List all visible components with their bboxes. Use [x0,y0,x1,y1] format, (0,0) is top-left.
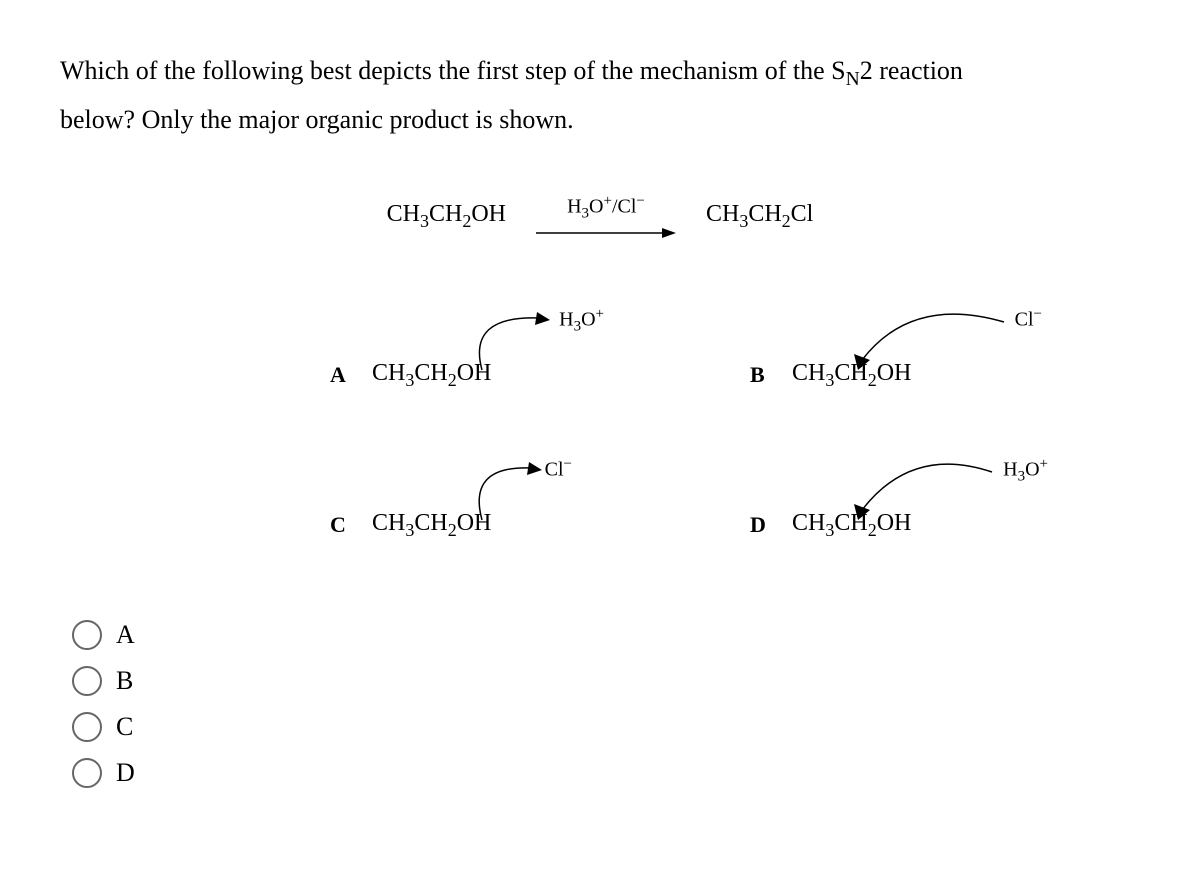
f: CH [834,360,867,386]
choice-a: A H3O+ CH3CH2OH [330,300,670,390]
choice-a-substrate: CH3CH2OH [372,360,491,391]
question-stem: Which of the following best depicts the … [60,48,1140,143]
radio-icon[interactable] [72,666,102,696]
product-formula: CH3CH2Cl [706,201,813,232]
answer-label: C [116,712,133,742]
f: 2 [462,211,471,231]
choice-c-target: Cl− [545,456,572,482]
question-text-1b: 2 reaction [860,56,963,85]
f: CH [792,510,825,536]
f: CH [414,360,447,386]
question-text-1: Which of the following best depicts the … [60,56,846,85]
f: Cl [791,201,814,227]
reaction-arrow-icon [536,226,676,240]
answer-label: B [116,666,133,696]
choice-d: D H3O+ CH3CH2OH [750,450,1090,540]
choice-d-substrate: CH3CH2OH [792,510,911,541]
f: Cl [618,195,637,217]
answer-label: A [116,620,135,650]
f: 2 [448,519,457,539]
reactant-formula: CH3CH2OH [387,201,506,232]
f: OH [457,510,492,536]
choice-c-label: C [330,512,354,540]
f: CH [414,510,447,536]
sn2-sub: N [846,69,860,90]
f: OH [877,510,912,536]
answer-option-b[interactable]: B [72,666,1140,696]
reaction-scheme: CH3CH2OH H3O+/Cl− CH3CH2Cl [60,193,1140,241]
f: 3 [825,519,834,539]
f: 3 [420,211,429,231]
f: 3 [405,519,414,539]
choice-c: C Cl− CH3CH2OH [330,450,670,540]
f: CH [748,201,781,227]
f: 2 [868,369,877,389]
choice-b-label: B [750,362,774,390]
f: CH [834,510,867,536]
f: + [603,193,611,209]
question-text-2: below? Only the major organic product is… [60,105,574,134]
answer-option-c[interactable]: C [72,712,1140,742]
choice-d-label: D [750,512,774,540]
f: − [636,193,644,209]
answer-option-a[interactable]: A [72,620,1140,650]
radio-icon[interactable] [72,758,102,788]
f: CH [792,360,825,386]
f: 3 [405,369,414,389]
choice-a-label: A [330,362,354,390]
choice-b: B Cl− CH3CH2OH [750,300,1090,390]
f: CH [706,201,739,227]
choice-b-diagram: Cl− CH3CH2OH [792,300,1052,390]
answer-label: D [116,758,135,788]
answer-option-d[interactable]: D [72,758,1140,788]
radio-icon[interactable] [72,712,102,742]
f: OH [471,201,506,227]
f: 3 [582,205,590,221]
f: OH [457,360,492,386]
choice-b-substrate: CH3CH2OH [792,360,911,391]
f: O [589,195,603,217]
f: 3 [739,211,748,231]
f: H [567,195,581,217]
choice-b-target: Cl− [1015,306,1042,332]
radio-icon[interactable] [72,620,102,650]
f: CH [429,201,462,227]
f: CH [387,201,420,227]
f: CH [372,510,405,536]
choice-a-diagram: H3O+ CH3CH2OH [372,300,632,390]
choice-c-substrate: CH3CH2OH [372,510,491,541]
f: 2 [868,519,877,539]
f: 3 [825,369,834,389]
mechanism-choices: A H3O+ CH3CH2OH B Cl− CH3CH2OH C [330,300,1090,540]
choice-c-diagram: Cl− CH3CH2OH [372,450,632,540]
choice-d-target: H3O+ [1003,456,1048,486]
reaction-arrow-block: H3O+/Cl− [536,193,676,241]
answer-options: A B C D [72,620,1140,788]
choice-d-diagram: H3O+ CH3CH2OH [792,450,1052,540]
reagent-label: H3O+/Cl− [567,193,645,223]
f: OH [877,360,912,386]
choice-a-target: H3O+ [559,306,604,336]
f: 2 [782,211,791,231]
f: CH [372,360,405,386]
f: 2 [448,369,457,389]
